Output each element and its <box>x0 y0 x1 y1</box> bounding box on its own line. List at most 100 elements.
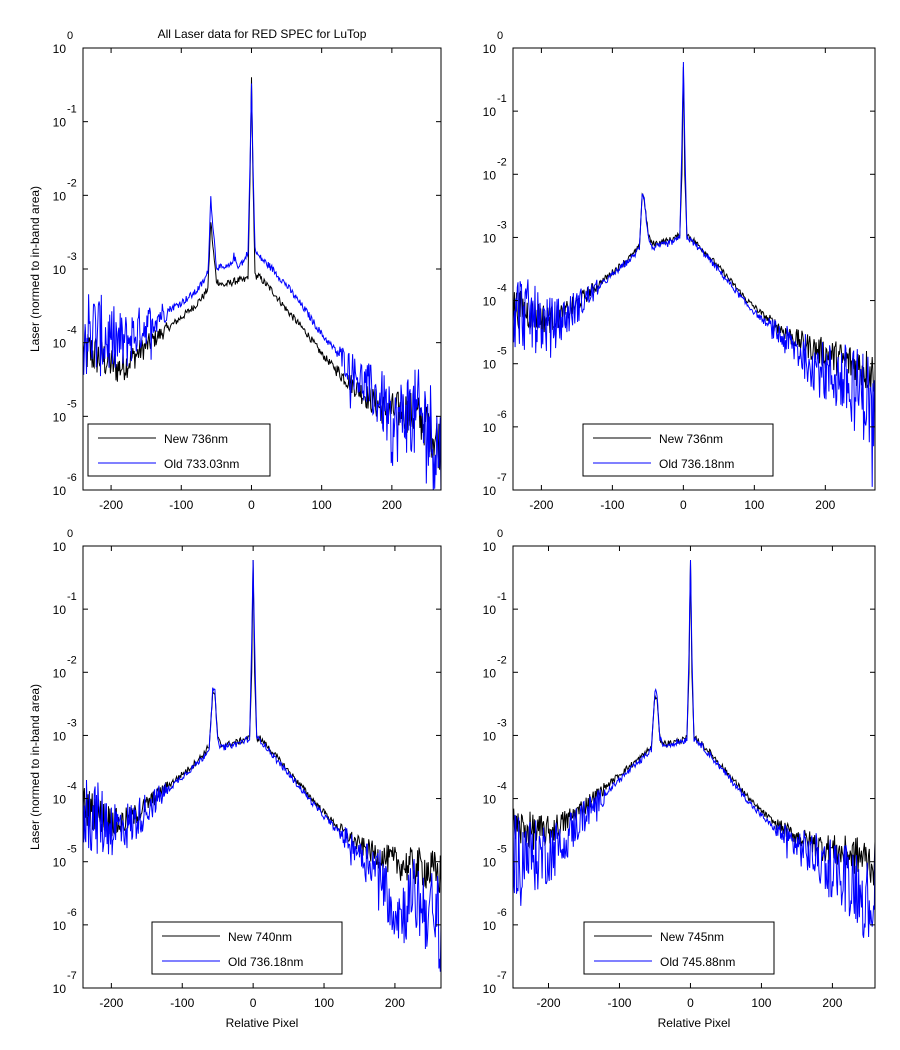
y-tick-exponent: -3 <box>67 717 77 729</box>
x-tick-label: 100 <box>314 996 334 1010</box>
series-line-old <box>513 61 875 487</box>
x-tick-label: -100 <box>169 498 193 512</box>
axes-frame <box>512 47 876 491</box>
legend-box <box>583 921 775 975</box>
y-tick-exponent: -5 <box>67 844 77 856</box>
x-tick-label: -100 <box>607 996 631 1010</box>
x-tick-label: 0 <box>248 498 255 512</box>
y-axis-label: Laser (normed to in-band area) <box>28 186 42 352</box>
y-tick-exponent: -6 <box>497 907 507 919</box>
y-tick-exponent: -4 <box>67 781 77 793</box>
x-tick-label: -200 <box>536 996 560 1010</box>
y-tick-base: 10 <box>53 982 67 996</box>
legend-entry: New 736nm <box>659 432 723 446</box>
y-tick-base: 10 <box>53 189 67 203</box>
y-tick-base: 10 <box>483 358 497 372</box>
series-line-new <box>83 559 441 893</box>
y-tick-exponent: -5 <box>497 346 507 358</box>
y-tick-exponent: -1 <box>497 93 507 105</box>
y-tick-exponent: -6 <box>67 472 77 484</box>
y-tick-exponent: -4 <box>67 325 77 337</box>
legend-entry: New 740nm <box>228 930 292 944</box>
y-tick-base: 10 <box>483 540 497 554</box>
x-tick-label: -200 <box>99 996 123 1010</box>
y-tick-exponent: -1 <box>497 591 507 603</box>
x-tick-label: 200 <box>385 996 405 1010</box>
legend-entry: New 745nm <box>660 930 724 944</box>
y-tick-base: 10 <box>53 729 67 743</box>
x-tick-label: 100 <box>744 498 764 512</box>
y-tick-base: 10 <box>483 666 497 680</box>
y-tick-exponent: -2 <box>67 654 77 666</box>
y-tick-base: 10 <box>53 263 67 277</box>
legend-box <box>151 921 343 975</box>
legend-entry: Old 736.18nm <box>228 955 303 969</box>
x-tick-label: 200 <box>382 498 402 512</box>
legend: New 736nm Old 733.03nm <box>87 423 271 477</box>
series-line-old <box>513 559 875 938</box>
x-tick-label: 200 <box>822 996 842 1010</box>
x-tick-label: 0 <box>680 498 687 512</box>
x-tick-label: 100 <box>751 996 771 1010</box>
legend-entry: New 736nm <box>164 432 228 446</box>
x-tick-label: -200 <box>529 498 553 512</box>
axes-frame <box>82 545 442 989</box>
y-tick-base: 10 <box>483 793 497 807</box>
x-axis-label: Relative Pixel <box>658 1016 731 1030</box>
x-axis-label: Relative Pixel <box>226 1016 299 1030</box>
y-tick-exponent: -3 <box>67 251 77 263</box>
y-tick-base: 10 <box>53 666 67 680</box>
y-tick-exponent: -2 <box>497 654 507 666</box>
y-tick-exponent: -7 <box>497 970 507 982</box>
y-tick-base: 10 <box>483 919 497 933</box>
y-tick-base: 10 <box>53 540 67 554</box>
legend: New 736nm Old 736.18nm <box>582 423 774 477</box>
chart-title: All Laser data for RED SPEC for LuTop <box>158 27 367 41</box>
series-line-old <box>83 83 441 490</box>
y-tick-base: 10 <box>483 982 497 996</box>
x-tick-label: -200 <box>99 498 123 512</box>
y-tick-exponent: -5 <box>497 844 507 856</box>
y-tick-exponent: 0 <box>497 30 503 42</box>
y-tick-base: 10 <box>53 603 67 617</box>
legend-entry: Old 745.88nm <box>660 955 735 969</box>
y-tick-base: 10 <box>483 42 497 56</box>
y-tick-base: 10 <box>483 168 497 182</box>
y-tick-base: 10 <box>483 231 497 245</box>
y-tick-base: 10 <box>53 116 67 130</box>
y-tick-base: 10 <box>483 603 497 617</box>
y-tick-exponent: -3 <box>497 219 507 231</box>
y-axis-label: Laser (normed to in-band area) <box>28 684 42 850</box>
y-tick-base: 10 <box>483 729 497 743</box>
y-tick-exponent: -4 <box>497 283 507 295</box>
legend: New 745nm Old 745.88nm <box>583 921 775 975</box>
y-tick-base: 10 <box>483 105 497 119</box>
y-tick-base: 10 <box>483 421 497 435</box>
legend-entry: Old 733.03nm <box>164 457 239 471</box>
x-tick-label: -100 <box>600 498 624 512</box>
y-tick-base: 10 <box>53 410 67 424</box>
y-tick-base: 10 <box>483 856 497 870</box>
legend-box <box>87 423 271 477</box>
y-tick-base: 10 <box>53 793 67 807</box>
chart-panel-1: -200 -100 0 100 20010010-110-210-310-410-510… <box>28 27 442 512</box>
y-tick-exponent: -6 <box>67 907 77 919</box>
y-tick-exponent: 0 <box>497 528 503 540</box>
legend-entry: Old 736.18nm <box>659 457 734 471</box>
y-tick-exponent: 0 <box>67 30 73 42</box>
y-tick-base: 10 <box>53 856 67 870</box>
chart-panel-2: -200 -100 0 100 20010010-110-210-310-410-510… <box>483 30 876 512</box>
y-tick-exponent: 0 <box>67 528 73 540</box>
y-tick-exponent: -7 <box>497 472 507 484</box>
y-tick-exponent: -5 <box>67 398 77 410</box>
x-tick-label: 200 <box>815 498 835 512</box>
y-tick-base: 10 <box>483 295 497 309</box>
y-tick-exponent: -1 <box>67 591 77 603</box>
y-tick-base: 10 <box>53 42 67 56</box>
y-tick-base: 10 <box>53 484 67 498</box>
chart-panel-3: -200 -100 0 100 20010010-110-210-310-410-510… <box>28 528 442 1030</box>
y-tick-exponent: -1 <box>67 104 77 116</box>
y-tick-base: 10 <box>53 919 67 933</box>
axes-frame <box>512 545 876 989</box>
